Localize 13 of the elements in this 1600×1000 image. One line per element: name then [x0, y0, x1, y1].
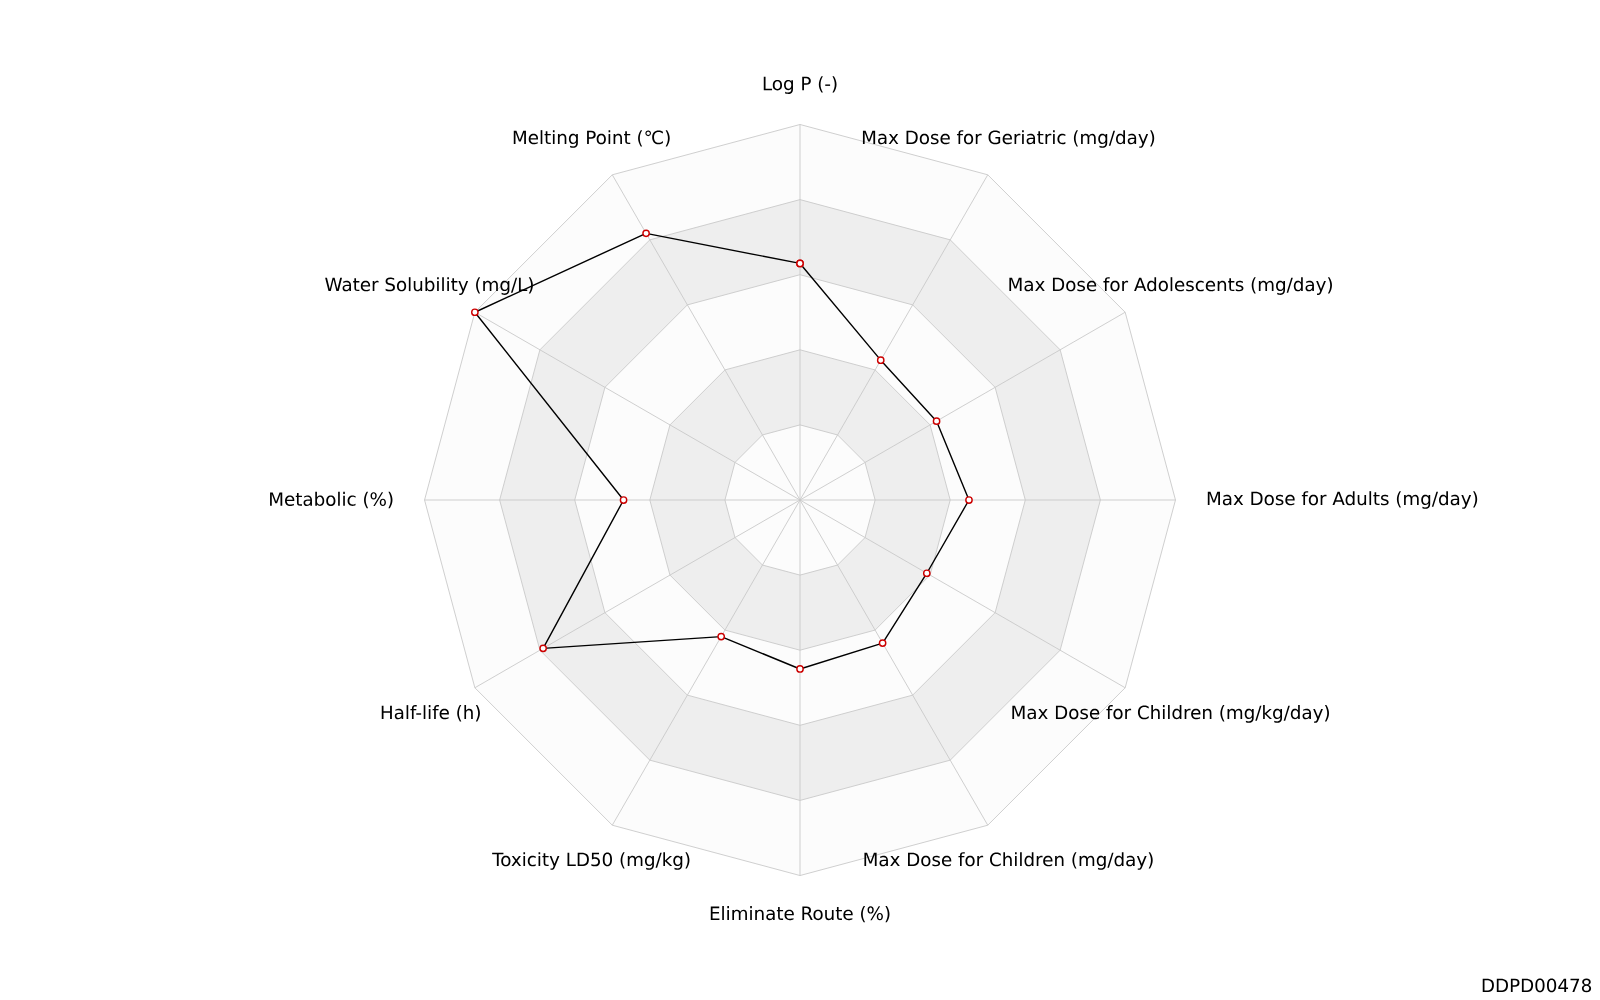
spoke-label: Max Dose for Adults (mg/day): [1207, 491, 1478, 509]
spoke-label: Log P (-): [763, 76, 837, 94]
spoke-label: Max Dose for Adolescents (mg/day): [1009, 277, 1332, 295]
spoke-label: Max Dose for Children (mg/day): [864, 852, 1153, 870]
spoke-label: Eliminate Route (%): [710, 906, 890, 923]
spoke-label: Melting Point (℃): [513, 130, 670, 148]
text: DDPD00478: [1482, 978, 1592, 993]
spoke-label: Toxicity LD50 (mg/kg): [492, 852, 690, 870]
spoke-label: Half-life (h): [381, 705, 480, 722]
spoke-label: Water Solubility (mg/L): [325, 277, 533, 295]
spoke-label: Max Dose for Geriatric (mg/day): [862, 130, 1155, 148]
spoke-label: Max Dose for Children (mg/kg/day): [1012, 705, 1329, 723]
spoke-label: Metabolic (%): [270, 491, 393, 509]
